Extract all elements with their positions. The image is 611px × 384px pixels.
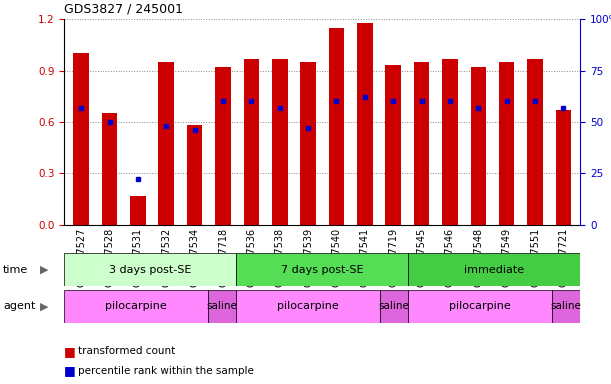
- Text: agent: agent: [3, 301, 35, 311]
- Text: pilocarpine: pilocarpine: [277, 301, 339, 311]
- Bar: [158, 62, 174, 225]
- Bar: [236, 253, 408, 286]
- Bar: [442, 59, 458, 225]
- Bar: [408, 253, 580, 286]
- Bar: [386, 65, 401, 225]
- Bar: [64, 253, 236, 286]
- Text: transformed count: transformed count: [78, 346, 175, 356]
- Text: 7 days post-SE: 7 days post-SE: [281, 265, 364, 275]
- Bar: [379, 290, 408, 323]
- Text: saline: saline: [379, 301, 409, 311]
- Text: ■: ■: [64, 345, 76, 358]
- Bar: [130, 195, 145, 225]
- Bar: [470, 67, 486, 225]
- Bar: [357, 23, 373, 225]
- Bar: [552, 290, 580, 323]
- Text: pilocarpine: pilocarpine: [449, 301, 511, 311]
- Bar: [102, 113, 117, 225]
- Bar: [527, 59, 543, 225]
- Bar: [215, 67, 231, 225]
- Text: percentile rank within the sample: percentile rank within the sample: [78, 366, 254, 376]
- Text: ▶: ▶: [40, 301, 48, 311]
- Bar: [329, 28, 344, 225]
- Text: ▶: ▶: [40, 265, 48, 275]
- Text: saline: saline: [551, 301, 582, 311]
- Text: immediate: immediate: [464, 265, 524, 275]
- Bar: [555, 110, 571, 225]
- Bar: [499, 62, 514, 225]
- Text: saline: saline: [207, 301, 237, 311]
- Bar: [236, 290, 379, 323]
- Bar: [301, 62, 316, 225]
- Bar: [187, 125, 202, 225]
- Text: GDS3827 / 245001: GDS3827 / 245001: [64, 2, 183, 15]
- Bar: [64, 290, 208, 323]
- Text: pilocarpine: pilocarpine: [105, 301, 167, 311]
- Bar: [244, 59, 259, 225]
- Text: time: time: [3, 265, 28, 275]
- Bar: [272, 59, 288, 225]
- Bar: [73, 53, 89, 225]
- Bar: [208, 290, 236, 323]
- Bar: [408, 290, 552, 323]
- Text: ■: ■: [64, 364, 76, 377]
- Bar: [414, 62, 430, 225]
- Text: 3 days post-SE: 3 days post-SE: [109, 265, 191, 275]
